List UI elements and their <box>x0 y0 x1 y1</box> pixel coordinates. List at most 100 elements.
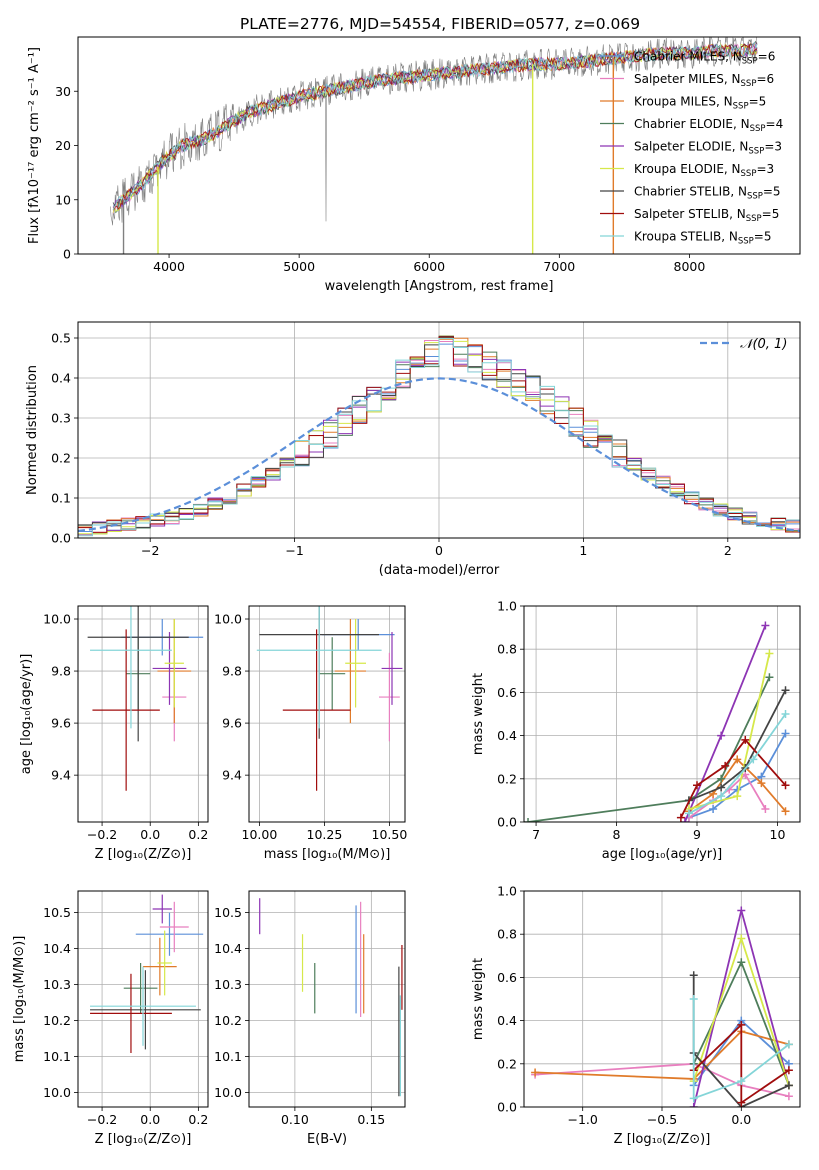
weight-marker <box>721 761 730 770</box>
figure-title: PLATE=2776, MJD=54554, FIBERID=0577, z=0… <box>240 15 640 33</box>
y-tick-label: 10 <box>55 192 71 207</box>
weight-marker <box>684 809 693 818</box>
y-tick-label: 30 <box>55 84 71 99</box>
weight-marker <box>531 1068 540 1077</box>
legend-label: Salpeter STELIB, NSSP=5 <box>634 207 779 224</box>
weight-marker <box>689 1103 698 1107</box>
weight-marker <box>784 1092 793 1101</box>
x-tick-label: 4000 <box>153 259 185 274</box>
age_vs_Z-axes: −0.2 0.0 0.2 9.4 9.6 9.8 10.0 Z [log₁₀(Z/Z⊙)] ag… <box>19 606 208 862</box>
weight-marker <box>737 958 746 967</box>
y-axis-label: mass weight <box>471 958 486 1040</box>
residual-histograms <box>78 335 800 538</box>
age_vs_Z-errorbars <box>87 606 204 791</box>
y-tick-label: 9.8 <box>222 664 242 679</box>
mass_vs_ebv-errorbars <box>259 898 403 1097</box>
axes-frame <box>77 605 209 823</box>
weight-marker <box>737 1020 746 1029</box>
weight-marker <box>765 649 774 658</box>
mass_vs_Z-errorbars <box>90 894 204 1053</box>
y-axis-label: Flux [fλ10⁻¹⁷ erg cm⁻² s⁻¹ A⁻¹] <box>27 47 42 244</box>
model-spectrum <box>112 40 758 207</box>
axes-frame <box>523 890 801 1108</box>
y-tick-label: 9.6 <box>222 716 242 731</box>
x-tick-label: 6000 <box>413 259 445 274</box>
weight-marker <box>749 755 758 764</box>
weight-marker <box>781 710 790 718</box>
x-tick-label: 1 <box>579 543 587 558</box>
y-tick-label: 10.0 <box>43 612 71 627</box>
weight-marker <box>737 1098 746 1107</box>
x-tick-label: −0.2 <box>87 827 117 842</box>
weight-marker <box>733 755 742 764</box>
x-tick-label: 0.0 <box>140 1112 160 1127</box>
y-tick-label: 0.0 <box>497 815 517 830</box>
y-tick-label: 10.4 <box>214 941 242 956</box>
y-tick-label: 10.0 <box>214 1085 242 1100</box>
y-tick-label: 0.8 <box>497 927 517 942</box>
weight-marker <box>781 686 790 695</box>
y-tick-label: 0 <box>63 247 71 262</box>
weight-marker <box>784 1081 793 1090</box>
normal-curve <box>78 377 800 533</box>
weight-marker <box>784 1066 793 1075</box>
x-tick-label: −1 <box>285 543 303 558</box>
legend-label: Salpeter MILES, NSSP=6 <box>634 72 774 89</box>
y-axis-label: mass [log₁₀(M/M⊙)] <box>12 936 27 1063</box>
weight-marker <box>784 1040 793 1049</box>
y-tick-label: 10.0 <box>214 612 242 627</box>
spectrum-axes: 4000 5000 6000 7000 8000 0 10 20 30 wavelength [A… <box>27 47 705 294</box>
axes-frame <box>523 605 801 823</box>
y-tick-label: 0.2 <box>51 451 71 466</box>
weight-marker <box>761 805 770 814</box>
y-tick-label: 0.5 <box>51 331 71 346</box>
x-axis-label: mass [log₁₀(M/M⊙)] <box>264 847 391 862</box>
y-tick-label: 10.4 <box>43 941 71 956</box>
y-tick-label: 20 <box>55 138 71 153</box>
weight-marker <box>761 621 770 630</box>
weight-marker <box>676 813 685 822</box>
mass_vs_Z-axes: −0.2 0.0 0.2 10.0 10.1 10.2 10.3 10.4 10.5 Z [log… <box>12 891 208 1147</box>
legend-label: Kroupa ELODIE, NSSP=3 <box>634 162 774 179</box>
y-tick-label: 9.6 <box>51 716 71 731</box>
age_vs_mass-errorbars <box>256 606 403 791</box>
x-axis-label: wavelength [Angstrom, rest frame] <box>325 279 554 294</box>
x-axis-label: (data-model)/error <box>379 563 500 578</box>
y-tick-label: 0.4 <box>51 371 71 386</box>
weight-line <box>535 1062 790 1098</box>
x-tick-label: −1.0 <box>568 1112 598 1127</box>
x-axis-label: age [log₁₀(age/yr)] <box>602 847 723 862</box>
mass_vs_ebv-axes: 0.10 0.15 10.0 10.1 10.2 10.3 10.4 10.5 E(B-V) <box>214 891 405 1147</box>
model-spectrum <box>112 42 758 213</box>
y-tick-label: 10.3 <box>43 977 71 992</box>
y-tick-label: 0.8 <box>497 642 517 657</box>
spectrum-lines <box>110 37 758 254</box>
x-tick-label: 10.50 <box>372 827 408 842</box>
x-axis-label: Z [log₁₀(Z/Z⊙)] <box>614 1132 711 1147</box>
y-tick-label: 1.0 <box>497 599 517 614</box>
x-tick-label: 5000 <box>283 259 315 274</box>
y-tick-label: 0.6 <box>497 685 517 700</box>
weight-line <box>535 1030 790 1080</box>
weight-marker <box>733 792 742 801</box>
weight_vs_age-axes: 7 8 9 10 0.0 0.2 0.4 0.6 0.8 1.0 age [log₁₀(age/yr… <box>471 599 800 862</box>
weight_vs_Z-axes: −1.0 −0.5 0.0 0.0 0.2 0.4 0.6 0.8 1.0 Z [log₁₀(Z/… <box>471 884 800 1147</box>
weight-marker <box>717 783 726 792</box>
legend-label: Salpeter ELODIE, NSSP=3 <box>634 140 782 157</box>
y-tick-label: 10.5 <box>43 905 71 920</box>
weight_vs_age-lines <box>524 621 790 822</box>
legend-label: Chabrier ELODIE, NSSP=4 <box>634 117 783 134</box>
y-tick-label: 0.2 <box>497 771 517 786</box>
y-tick-label: 0.6 <box>497 970 517 985</box>
x-tick-label: −2 <box>141 543 159 558</box>
weight-marker <box>781 807 790 816</box>
x-tick-label: 7000 <box>543 259 575 274</box>
x-tick-label: 7 <box>532 827 540 842</box>
y-tick-label: 10.0 <box>43 1085 71 1100</box>
weight-marker <box>717 731 726 740</box>
y-tick-label: 0.4 <box>497 1013 517 1028</box>
axes-frame <box>248 890 406 1108</box>
x-tick-label: 0.2 <box>188 1112 208 1127</box>
weight-line <box>692 999 790 1100</box>
y-axis-label: age [log₁₀(age/yr)] <box>19 654 34 775</box>
